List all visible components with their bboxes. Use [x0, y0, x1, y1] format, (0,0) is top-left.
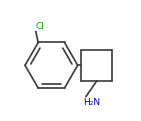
Text: Cl: Cl [35, 22, 44, 31]
Text: H₂N: H₂N [83, 98, 100, 107]
